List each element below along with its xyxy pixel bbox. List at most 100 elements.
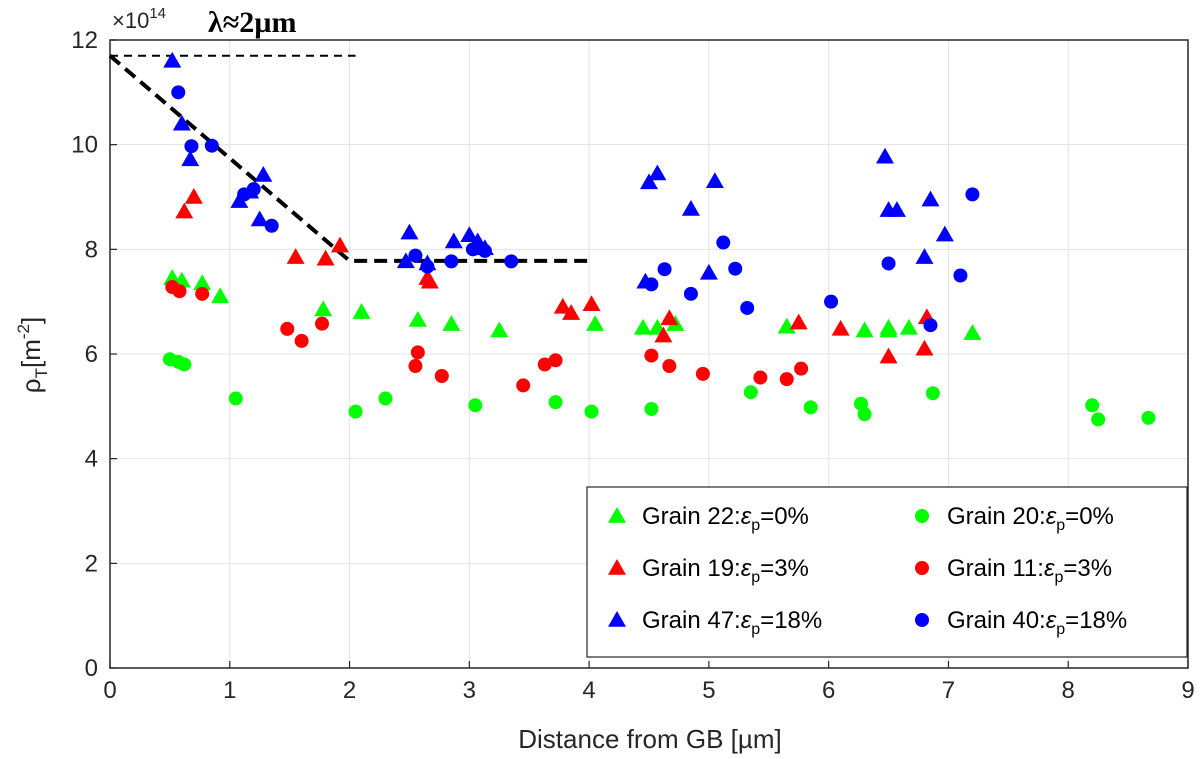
legend-label: Grain 20:εp=0%: [947, 503, 1114, 534]
data-point: [644, 401, 659, 416]
data-point: [648, 164, 667, 181]
data-point: [728, 261, 743, 276]
data-point: [181, 150, 200, 167]
legend-marker: [915, 509, 929, 523]
data-point: [716, 235, 731, 250]
x-tick-label: 9: [1181, 677, 1194, 704]
data-point: [465, 242, 480, 257]
data-point: [803, 400, 818, 415]
data-point: [779, 372, 794, 387]
data-point: [925, 386, 940, 401]
data-point: [1085, 398, 1100, 413]
y-title-unit: [m: [16, 339, 46, 368]
data-point: [657, 262, 672, 277]
data-point: [280, 321, 295, 336]
data-point: [879, 318, 898, 335]
y-tick-label: 4: [85, 446, 98, 473]
data-point: [204, 138, 219, 153]
data-point: [378, 391, 393, 406]
data-point: [408, 310, 427, 327]
data-point: [899, 318, 918, 335]
data-point: [408, 359, 423, 374]
data-point: [228, 391, 243, 406]
data-point: [699, 263, 718, 280]
data-point: [548, 353, 563, 368]
legend-item: Grain 11:εp=3%: [915, 555, 1112, 586]
data-point: [175, 202, 194, 219]
y-title-close: ]: [16, 317, 46, 324]
data-point: [396, 252, 415, 269]
y-title-exp: -2: [14, 324, 33, 339]
data-point: [348, 404, 363, 419]
data-point: [400, 223, 419, 240]
data-point: [743, 385, 758, 400]
legend: Grain 22:εp=0% Grain 20:εp=0% Grain 19:εp=…: [586, 486, 1188, 658]
data-point: [442, 315, 461, 331]
data-point: [516, 378, 531, 393]
y-tick-label: 8: [85, 236, 98, 263]
data-point: [230, 192, 249, 208]
data-point: [172, 114, 191, 131]
legend-marker: [608, 559, 626, 575]
y-tick-label: 2: [85, 550, 98, 577]
data-point: [460, 226, 479, 242]
data-point: [172, 284, 187, 299]
x-tick-label: 5: [702, 677, 715, 704]
data-point: [420, 272, 439, 289]
data-point: [434, 368, 449, 383]
legend-box: [586, 486, 1188, 658]
data-point: [352, 303, 371, 319]
data-point: [915, 248, 934, 264]
legend-marker: [608, 507, 626, 523]
legend-item: Grain 40:εp=18%: [915, 607, 1127, 638]
legend-label: Grain 11:εp=3%: [947, 555, 1112, 586]
data-point: [855, 321, 874, 338]
lambda-annotation: λ≈2µm: [208, 6, 296, 39]
data-point: [1091, 412, 1106, 427]
data-point: [634, 318, 653, 335]
data-point: [184, 139, 199, 154]
y-multiplier-base: ×10: [112, 8, 149, 33]
data-point: [548, 395, 563, 410]
data-point: [584, 404, 599, 419]
data-point: [410, 345, 425, 360]
data-point: [211, 287, 230, 304]
y-axis-title: ρT[m-2]: [14, 317, 51, 393]
y-title-base: ρ: [16, 378, 46, 393]
data-point: [831, 319, 850, 336]
data-point: [654, 326, 673, 343]
y-tick-label: 6: [85, 341, 98, 368]
series-5: [163, 51, 954, 289]
data-point: [857, 407, 872, 422]
legend-label: Grain 47:εp=18%: [642, 607, 822, 638]
data-point: [315, 316, 330, 331]
data-point: [683, 286, 698, 301]
data-point: [953, 268, 968, 283]
series-4: [165, 280, 809, 393]
data-point: [330, 236, 349, 253]
data-point: [420, 259, 435, 274]
data-point: [582, 295, 601, 312]
data-point: [254, 166, 273, 182]
data-point: [504, 254, 519, 269]
series-1: [163, 269, 982, 340]
data-point: [681, 200, 700, 216]
data-point: [490, 321, 509, 338]
data-point: [789, 313, 808, 330]
data-point: [660, 309, 679, 326]
legend-item: Grain 22:εp=0%: [608, 503, 809, 534]
data-point: [644, 348, 659, 363]
y-multiplier: ×1014: [112, 5, 166, 33]
y-multiplier-exp: 14: [149, 5, 166, 22]
data-point: [921, 190, 940, 207]
y-tick-label: 12: [71, 27, 98, 54]
x-tick-label: 3: [463, 677, 476, 704]
data-point: [640, 173, 658, 190]
data-point: [316, 249, 335, 266]
data-point: [468, 398, 483, 413]
series-2: [162, 352, 1156, 427]
y-title-sub: T: [32, 368, 51, 378]
trend-lines: [108, 54, 592, 263]
